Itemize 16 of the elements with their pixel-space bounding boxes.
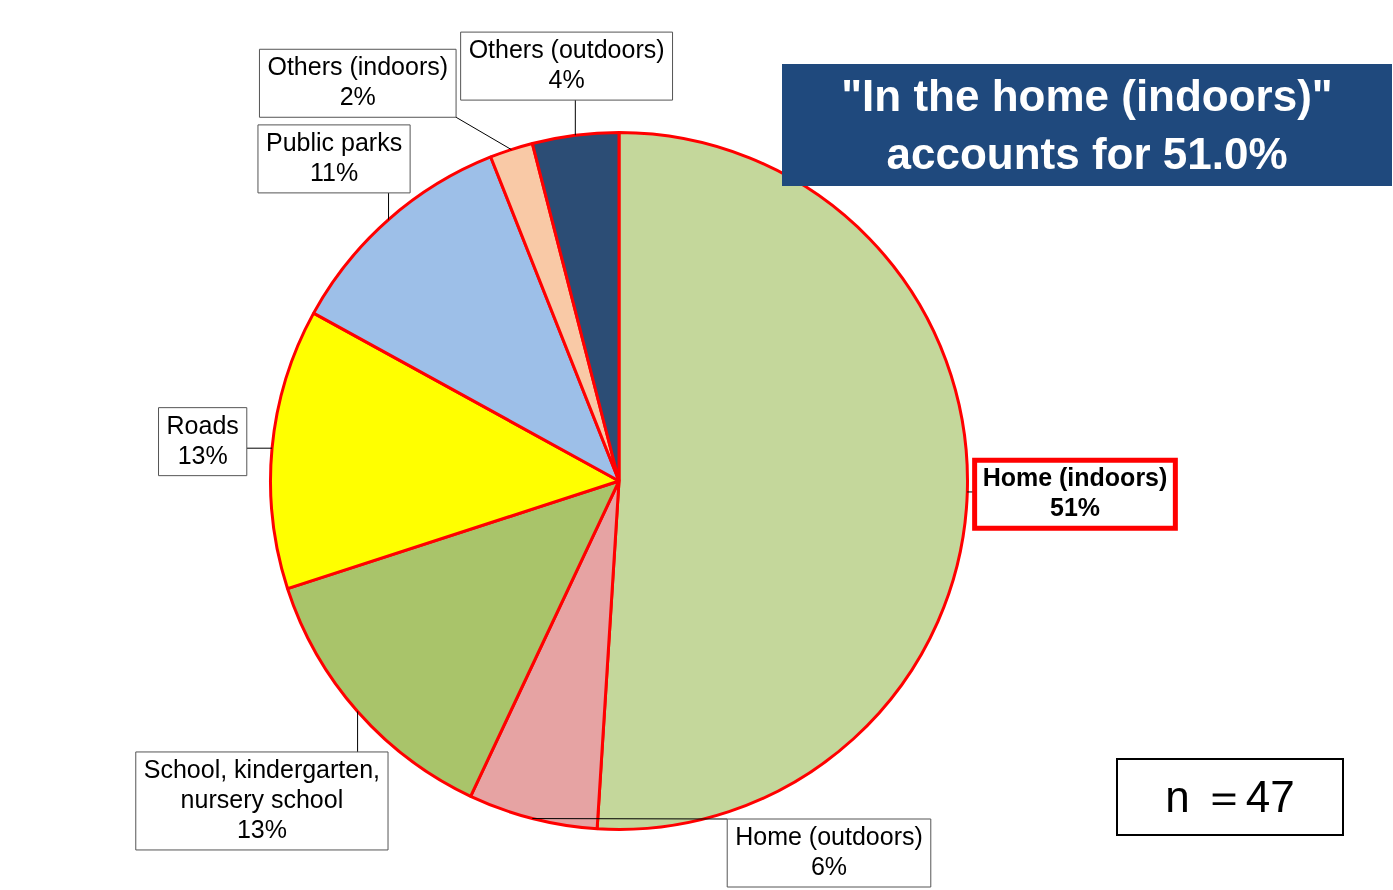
slice-label: Roads [166,410,239,439]
slice-label: Public parks [265,127,403,156]
data-label: 13% [177,440,228,469]
data-label: 2% [339,82,376,111]
data-label: 51% [1049,493,1101,522]
slice-label: Others (indoors) [267,52,449,81]
data-label: 6% [810,851,848,880]
text: "In the home (indoors)" accounts for 51.0% [782,64,1392,186]
data-label: 4% [548,64,585,93]
slice-label: Home (outdoors) [735,821,923,850]
slice-label: Home (indoors) [982,463,1168,492]
slice-label: Others (outdoors) [468,34,665,63]
text: n ＝47 [1116,758,1344,836]
slice-label: School, kindergarten, nursery school [143,754,381,813]
data-label: 13% [236,814,287,843]
data-label: 11% [309,157,359,186]
